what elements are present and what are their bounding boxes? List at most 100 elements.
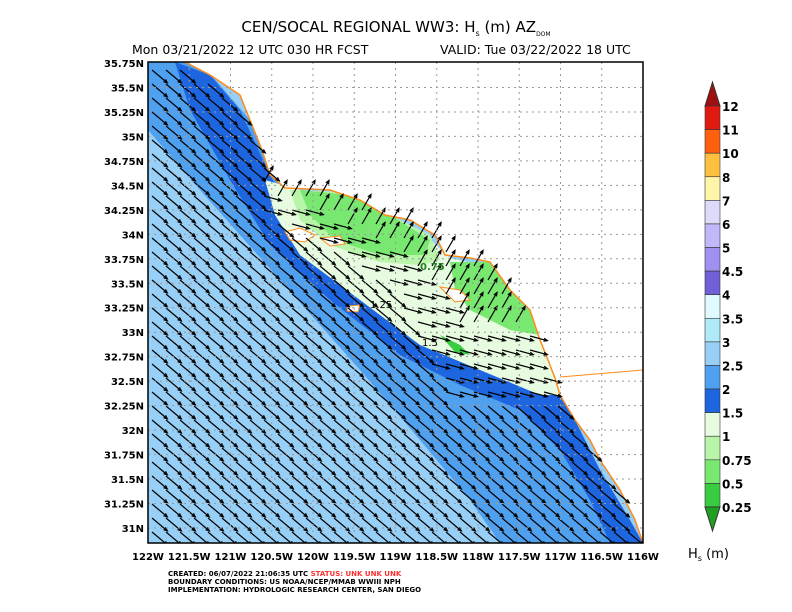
wave-vector [459, 419, 477, 434]
wave-vector [459, 263, 470, 281]
wave-vector [403, 489, 421, 504]
wave-vector [249, 293, 267, 308]
wave-vector [333, 265, 351, 280]
wave-vector [403, 307, 423, 314]
wave-vector [179, 517, 197, 532]
wave-vector [151, 307, 169, 322]
wave-vector [179, 139, 197, 154]
wave-vector [291, 279, 309, 294]
wave-vector [361, 489, 379, 504]
wave-vector [445, 349, 465, 356]
colorbar-swatch [704, 435, 721, 461]
colorbar-swatch [704, 365, 721, 390]
wave-vector [515, 475, 533, 490]
wave-vector [347, 237, 367, 244]
wave-vector [221, 97, 239, 112]
wave-vector [389, 503, 407, 518]
wave-vector [431, 475, 449, 490]
wave-vector [375, 377, 393, 392]
wave-vector [249, 433, 267, 448]
contour-label: 1.5 [422, 338, 438, 349]
wave-vector [473, 447, 491, 462]
wave-vector [319, 503, 337, 518]
wave-vector [473, 517, 491, 532]
wave-vector [179, 167, 197, 182]
wave-vector [277, 265, 295, 280]
wave-vector [263, 363, 281, 378]
wave-vector [389, 335, 407, 350]
wave-vector [207, 377, 225, 392]
wave-vector [361, 377, 379, 392]
wave-vector [515, 447, 533, 462]
wave-vector [543, 419, 561, 434]
colorbar-label: 6 [722, 218, 730, 232]
wave-vector [389, 447, 407, 462]
wave-vector [249, 405, 267, 420]
wave-vector [221, 307, 239, 322]
wave-vector [417, 307, 437, 314]
wave-vector [333, 391, 351, 406]
wave-vector [151, 279, 169, 294]
wave-vector [445, 405, 463, 420]
wave-vector [305, 223, 325, 230]
wave-vector [165, 517, 183, 532]
wave-vector [165, 237, 183, 252]
wave-vector [375, 279, 393, 294]
wave-vector [277, 405, 295, 420]
colorbar-swatch [704, 341, 721, 366]
wave-vector [557, 433, 575, 448]
wave-vector [431, 235, 442, 253]
wave-vector [347, 193, 358, 211]
wave-vector [319, 489, 337, 504]
wave-vector [221, 195, 239, 210]
wave-vector [333, 377, 351, 392]
wave-vector [291, 503, 309, 518]
wave-vector [151, 489, 169, 504]
wave-vector [333, 503, 351, 518]
wave-vector [249, 321, 267, 336]
wave-vector [403, 447, 421, 462]
wave-vector [347, 251, 367, 258]
wave-vector [263, 377, 281, 392]
wave-vector [249, 377, 267, 392]
wave-vector [221, 139, 239, 154]
wave-vector [235, 447, 253, 462]
wave-vector [165, 475, 183, 490]
wave-vector [529, 363, 549, 370]
lon-tick-label: 118.5W [415, 552, 458, 563]
wave-vector [473, 433, 491, 448]
wave-vector [501, 475, 519, 490]
wave-vector [487, 405, 505, 420]
wave-vector [277, 293, 295, 308]
wave-vector [347, 293, 365, 308]
wave-vector [151, 377, 169, 392]
wave-vector [403, 207, 414, 225]
wave-vector [403, 405, 421, 420]
wave-vector [193, 405, 211, 420]
wave-vector [571, 447, 589, 462]
wave-vector [263, 335, 281, 350]
lon-tick-label: 117W [545, 552, 577, 563]
wave-vector [165, 265, 183, 280]
wave-vector [431, 489, 449, 504]
wave-vector [249, 195, 267, 210]
wave-vector [445, 263, 456, 281]
wave-vector [151, 349, 169, 364]
wave-vector [431, 321, 451, 328]
wave-vector [515, 305, 526, 323]
wave-vector [333, 517, 351, 532]
wave-vector [221, 503, 239, 518]
wave-vector [235, 111, 253, 126]
wave-vector [263, 489, 281, 504]
wave-vector [151, 97, 169, 112]
wave-vector [417, 249, 428, 267]
wave-vector [361, 251, 381, 258]
wave-vector [319, 433, 337, 448]
wave-vector [543, 517, 561, 532]
wave-vector [249, 517, 267, 532]
wave-vector [473, 377, 493, 384]
lat-tick-label: 31N [122, 524, 144, 535]
wave-vector [207, 391, 225, 406]
wave-vector [571, 489, 589, 504]
wave-vector [487, 447, 505, 462]
